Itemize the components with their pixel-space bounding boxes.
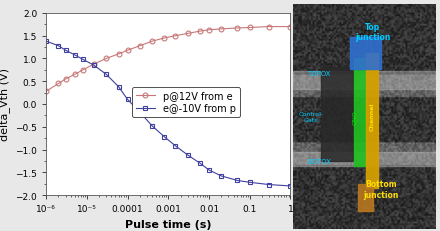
- Text: Control-
Gate: Control- Gate: [299, 111, 324, 122]
- e@-10V from p: [197, 162, 202, 165]
- p@12V from e: [72, 74, 77, 76]
- p@12V from e: [150, 41, 155, 43]
- p@12V from e: [162, 37, 167, 40]
- e@-10V from p: [116, 86, 121, 89]
- Legend: p@12V from e, e@-10V from p: p@12V from e, e@-10V from p: [132, 87, 240, 118]
- e@-10V from p: [267, 183, 272, 186]
- p@12V from e: [56, 83, 61, 85]
- e@-10V from p: [81, 59, 86, 61]
- e@-10V from p: [185, 154, 191, 157]
- Text: TOPOX: TOPOX: [307, 71, 330, 77]
- e@-10V from p: [173, 145, 178, 148]
- Bar: [366, 54, 378, 188]
- e@-10V from p: [92, 65, 97, 67]
- Bar: [359, 184, 373, 211]
- p@12V from e: [104, 58, 109, 61]
- p@12V from e: [197, 30, 202, 33]
- Bar: [350, 38, 381, 70]
- e@-10V from p: [104, 74, 109, 76]
- e@-10V from p: [150, 125, 155, 128]
- e@-10V from p: [137, 111, 143, 114]
- p@12V from e: [173, 35, 178, 38]
- p@12V from e: [219, 28, 224, 31]
- e@-10V from p: [125, 99, 130, 101]
- e@-10V from p: [63, 50, 68, 52]
- Y-axis label: delta_Vth (V): delta_Vth (V): [0, 68, 10, 141]
- e@-10V from p: [44, 41, 49, 43]
- e@-10V from p: [288, 185, 293, 188]
- p@12V from e: [206, 29, 212, 32]
- Text: ONO: ONO: [352, 109, 357, 124]
- Bar: [293, 152, 436, 166]
- p@12V from e: [247, 27, 253, 30]
- p@12V from e: [92, 63, 97, 66]
- Bar: [354, 58, 366, 166]
- e@-10V from p: [72, 54, 77, 57]
- p@12V from e: [125, 50, 130, 52]
- Text: BOTOX: BOTOX: [307, 158, 331, 164]
- p@12V from e: [288, 26, 293, 29]
- Text: Bottom
junction: Bottom junction: [363, 179, 399, 199]
- X-axis label: Pulse time (s): Pulse time (s): [125, 219, 212, 229]
- e@-10V from p: [235, 179, 240, 182]
- Text: Channel: Channel: [370, 103, 374, 131]
- e@-10V from p: [162, 136, 167, 139]
- p@12V from e: [44, 91, 49, 93]
- Line: p@12V from e: p@12V from e: [44, 25, 293, 94]
- p@12V from e: [81, 69, 86, 72]
- p@12V from e: [116, 53, 121, 56]
- e@-10V from p: [56, 45, 61, 48]
- p@12V from e: [267, 26, 272, 29]
- Bar: [321, 67, 353, 161]
- Bar: [293, 72, 436, 90]
- e@-10V from p: [219, 175, 224, 178]
- p@12V from e: [185, 33, 191, 36]
- p@12V from e: [235, 27, 240, 30]
- p@12V from e: [137, 45, 143, 48]
- p@12V from e: [63, 78, 68, 81]
- Text: Top
junction: Top junction: [355, 23, 390, 42]
- Line: e@-10V from p: e@-10V from p: [44, 40, 293, 188]
- e@-10V from p: [206, 169, 212, 172]
- e@-10V from p: [247, 181, 253, 184]
